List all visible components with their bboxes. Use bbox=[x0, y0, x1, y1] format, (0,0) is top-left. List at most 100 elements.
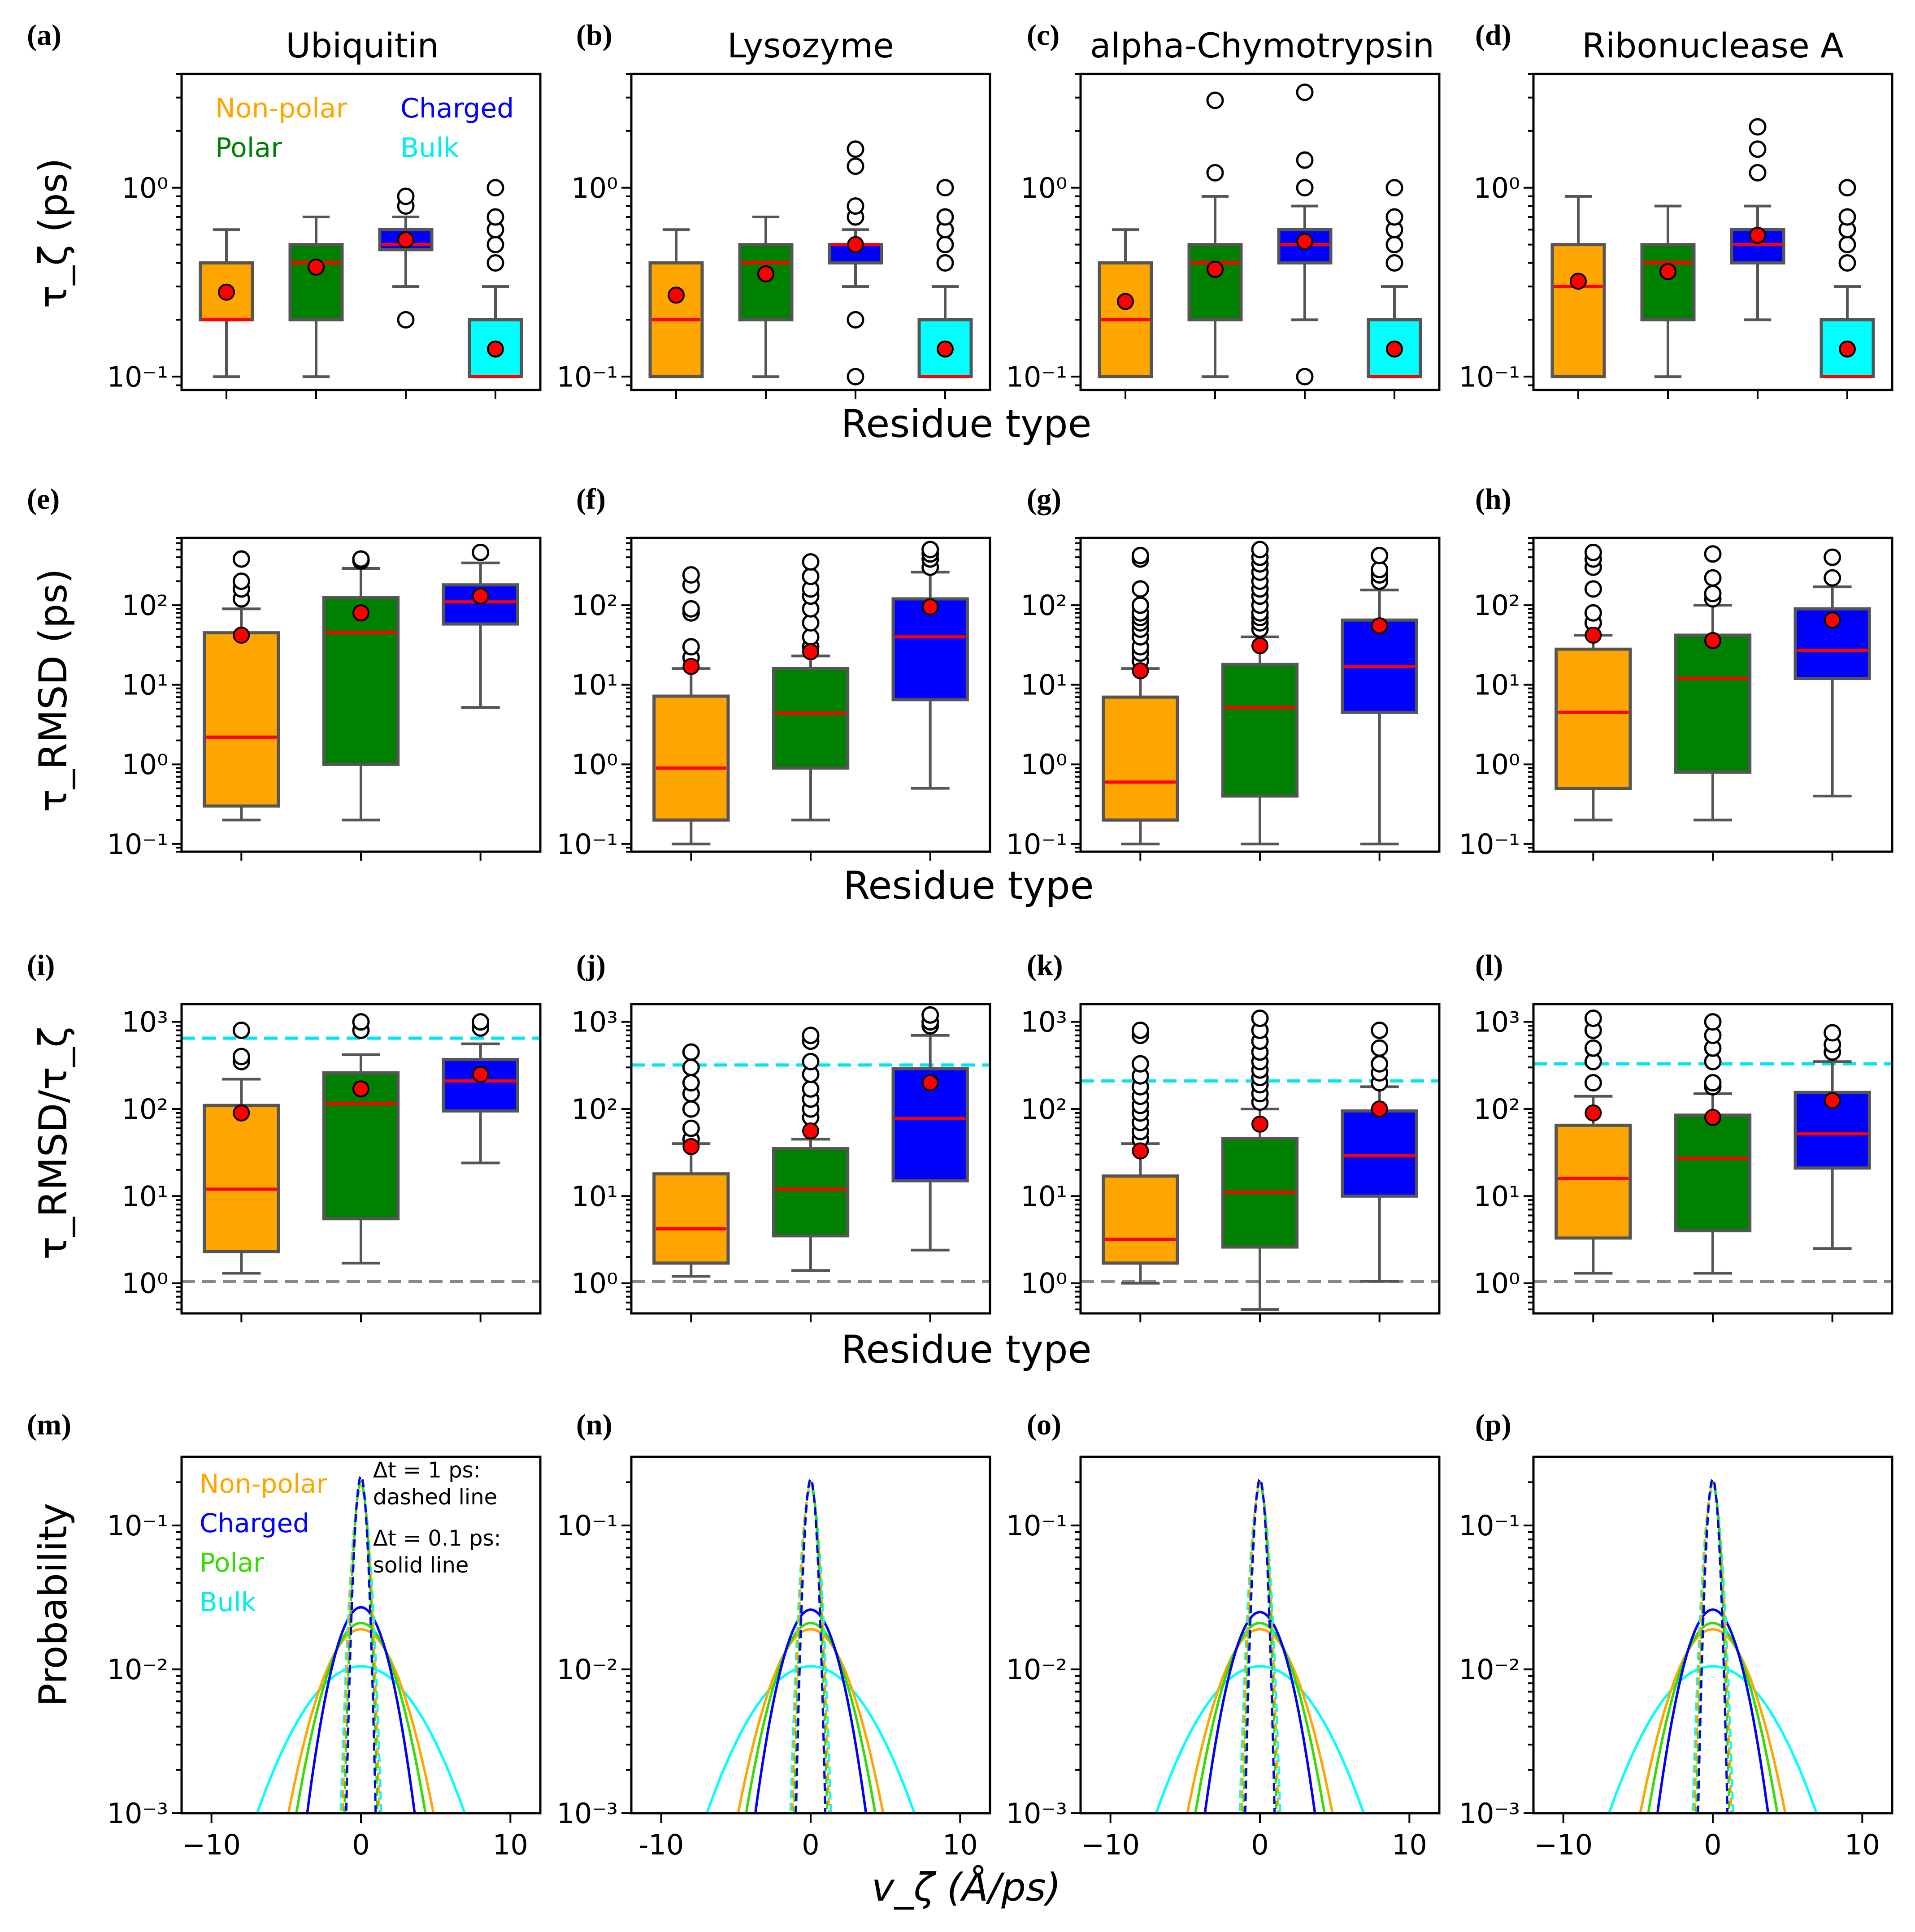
mean-marker bbox=[1839, 340, 1856, 358]
title-ubiquitin: Ubiquitin bbox=[286, 26, 439, 65]
outlier-point bbox=[472, 543, 490, 561]
axes-frame bbox=[1532, 1003, 1893, 1315]
series-group bbox=[256, 1474, 466, 1813]
panel-n: (n) 10⁻³ 10⁻² 10⁻¹ -10 0 10 bbox=[557, 1408, 991, 1861]
series-line bbox=[789, 1487, 832, 1813]
mean-marker bbox=[1251, 1115, 1268, 1133]
box-polar bbox=[738, 216, 794, 378]
box-nonpolar bbox=[1102, 546, 1179, 845]
panel-letter: (i) bbox=[27, 949, 55, 982]
axes-frame bbox=[630, 1003, 991, 1315]
box-body bbox=[1102, 695, 1179, 822]
series-line bbox=[345, 1474, 377, 1813]
outlier-point bbox=[1206, 164, 1224, 182]
panel-letter: (h) bbox=[1475, 483, 1511, 515]
panel-letter: (k) bbox=[1027, 949, 1063, 982]
y-tick-label: 10² bbox=[571, 1093, 618, 1126]
mean-marker bbox=[1570, 273, 1587, 290]
y-tick-label: 10⁰ bbox=[122, 172, 168, 204]
box-nonpolar bbox=[652, 1043, 730, 1278]
x-tick-label: 0 bbox=[802, 1828, 819, 1861]
x-tick-label: 10 bbox=[493, 1828, 528, 1861]
box-nonpolar bbox=[1550, 195, 1606, 378]
mean-marker bbox=[1824, 611, 1841, 629]
series-line bbox=[343, 1481, 379, 1813]
axes-frame bbox=[1532, 537, 1893, 853]
mean-marker bbox=[802, 1122, 819, 1139]
panel-letter: (a) bbox=[27, 19, 61, 52]
axes-frame bbox=[630, 537, 991, 853]
y-tick-label: 10² bbox=[1473, 1093, 1520, 1126]
outlier-point bbox=[352, 550, 370, 568]
row3-xlabel: Residue type bbox=[841, 1327, 1092, 1372]
mean-marker bbox=[218, 283, 235, 301]
y-tick-label: 10³ bbox=[1020, 1006, 1067, 1039]
mean-marker bbox=[352, 604, 369, 622]
outlier-point bbox=[232, 550, 250, 568]
outlier-point bbox=[936, 254, 954, 272]
outlier-point bbox=[232, 572, 250, 590]
legend-m-dt1: Δt = 1 ps: bbox=[373, 1458, 481, 1483]
series-line bbox=[1194, 1621, 1326, 1813]
mean-marker bbox=[1585, 626, 1602, 644]
row1-ylabel: τ_ζ (ps) bbox=[31, 158, 76, 308]
box-charged bbox=[1730, 118, 1785, 321]
mean-marker bbox=[487, 340, 504, 358]
outlier-point bbox=[847, 197, 864, 215]
outlier-point bbox=[1371, 1055, 1389, 1073]
mean-marker bbox=[682, 658, 700, 675]
outlier-point bbox=[682, 1074, 700, 1092]
row2-xlabel: Residue type bbox=[843, 863, 1094, 908]
box-nonpolar bbox=[648, 228, 704, 378]
box-charged bbox=[442, 1013, 519, 1165]
box-bulk bbox=[468, 179, 523, 378]
y-tick-label: 10⁻³ bbox=[557, 1797, 618, 1830]
mean-marker bbox=[847, 236, 864, 253]
axes-frame bbox=[180, 537, 542, 853]
box-charged bbox=[891, 541, 969, 790]
outlier-point bbox=[802, 1080, 820, 1098]
box-polar bbox=[1187, 91, 1243, 378]
y-tick-label: 10⁻¹ bbox=[557, 1509, 618, 1542]
outlier-point bbox=[1749, 118, 1767, 136]
outlier-point bbox=[802, 1053, 820, 1070]
box-body bbox=[203, 631, 280, 808]
series-line bbox=[705, 1665, 916, 1813]
x-tick-label: 0 bbox=[1251, 1828, 1268, 1861]
outlier-point bbox=[486, 179, 504, 197]
axes-frame bbox=[180, 1003, 542, 1315]
y-tick-label: 10⁻¹ bbox=[1006, 360, 1067, 393]
box-charged bbox=[891, 1006, 969, 1252]
axes-frame bbox=[630, 73, 991, 391]
row4-xlabel: v_ζ (Å/ps) bbox=[872, 1865, 1061, 1910]
chart-panels: (a) 10⁻¹ 10⁰ (b) 10⁻¹ 10⁰ (c) 10⁻¹ 10⁰ (d) 10⁻¹ 10⁰… bbox=[27, 19, 1893, 1861]
outlier-point bbox=[1131, 1021, 1149, 1039]
series-line bbox=[341, 1484, 381, 1813]
outlier-point bbox=[1838, 208, 1856, 226]
box-body bbox=[1102, 1174, 1179, 1265]
outlier-point bbox=[1704, 585, 1722, 602]
outlier-point bbox=[1838, 179, 1856, 197]
mean-marker bbox=[472, 1066, 489, 1083]
outlier-point bbox=[682, 600, 700, 618]
box-charged bbox=[1341, 546, 1418, 845]
panel-j: (j) 10⁰ 10¹ 10² 10³ bbox=[571, 949, 991, 1322]
series-line bbox=[1647, 1621, 1779, 1813]
box-body bbox=[1187, 243, 1243, 321]
y-tick-label: 10¹ bbox=[1020, 669, 1067, 702]
y-tick-label: 10⁻¹ bbox=[107, 1509, 168, 1542]
series-line bbox=[1240, 1484, 1280, 1813]
box-nonpolar bbox=[1555, 543, 1632, 822]
box-polar bbox=[288, 216, 344, 378]
series-line bbox=[1693, 1484, 1733, 1813]
outlier-point bbox=[1296, 179, 1314, 197]
mean-marker bbox=[1296, 233, 1313, 250]
outlier-point bbox=[1131, 596, 1149, 614]
legend-m-dt1-style: dashed line bbox=[373, 1485, 497, 1510]
x-tick-label: 10 bbox=[942, 1828, 978, 1861]
box-nonpolar bbox=[1555, 1009, 1632, 1275]
legend-m-bulk: Bulk bbox=[200, 1587, 256, 1617]
y-tick-label: 10¹ bbox=[1473, 1180, 1520, 1213]
box-polar bbox=[1221, 541, 1299, 845]
outlier-point bbox=[352, 1013, 370, 1031]
